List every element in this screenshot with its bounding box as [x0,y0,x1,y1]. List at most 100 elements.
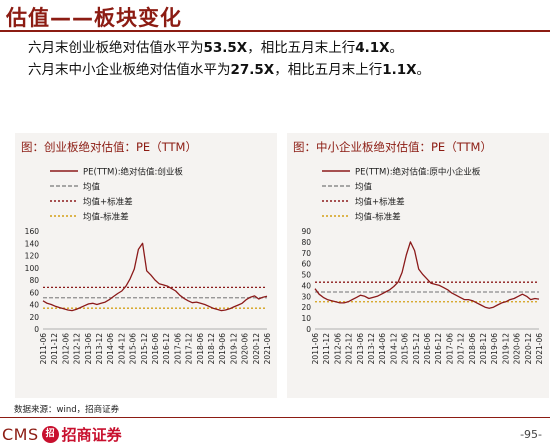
chart-title: 图：中小企业板绝对估值：PE（TTM） [293,140,492,154]
x-tick-label: 2019-12 [501,333,510,365]
brand-name: 招商证券 [61,426,122,444]
x-tick-label: 2014-06 [378,333,387,365]
x-tick-label: 2012-06 [61,333,70,365]
summary-value: 27.5X [230,62,275,78]
x-tick-label: 2011-06 [39,333,48,365]
x-tick-label: 2017-06 [173,333,182,365]
summary-change: 1.1X [382,62,417,78]
y-tick-label: 100 [25,264,40,273]
summary-text: ，相比五月末上行 [247,40,356,56]
x-tick-label: 2021-06 [263,333,272,365]
x-tick-label: 2012-12 [73,333,82,365]
x-tick-label: 2015-12 [140,333,149,365]
x-tick-label: 2020-06 [513,333,522,365]
x-tick-label: 2019-06 [490,333,499,365]
legend-label: 均值 [355,182,373,193]
legend-label: 均值-标准差 [355,212,401,223]
x-tick-label: 2018-06 [196,333,205,365]
legend-label: 均值+标准差 [83,197,133,208]
x-tick-label: 2015-06 [401,333,410,365]
x-tick-label: 2015-06 [129,333,138,365]
summary-change: 4.1X [355,40,390,56]
legend-label: PE(TTM):绝对估值:创业板 [83,167,183,178]
brand-logo: CMS 招招商证券 [2,424,122,446]
pe-series-line [314,241,540,309]
y-tick-label: 80 [301,238,311,247]
x-tick-label: 2011-06 [311,333,320,365]
y-tick-label: 40 [29,301,39,310]
y-tick-label: 30 [301,292,311,301]
chart-panel-sme: 图：中小企业板绝对估值：PE（TTM） PE(TTM):绝对估值:原中小企业板均… [287,133,549,398]
x-tick-label: 2011-12 [322,333,331,365]
y-tick-label: 20 [301,303,311,312]
title-divider [0,30,550,32]
y-tick-label: 20 [29,313,39,322]
y-tick-label: 90 [301,227,311,236]
x-tick-label: 2012-06 [333,333,342,365]
x-tick-label: 2013-06 [356,333,365,365]
summary-text: 。 [389,40,404,56]
legend-label: 均值+标准差 [355,197,405,208]
x-tick-label: 2021-06 [535,333,544,365]
x-tick-label: 2016-06 [151,333,160,365]
page-number: -95- [520,428,542,441]
chart-panel-gem: 图：创业板绝对估值：PE（TTM） PE(TTM):绝对估值:创业板 均值均值+标… [15,133,277,398]
y-tick-label: 40 [301,281,311,290]
footer-divider [0,417,550,418]
y-tick-label: 70 [301,249,311,258]
page-title: 估值——板块变化 [6,6,182,30]
x-tick-label: 2016-12 [162,333,171,365]
summary-text: 。 [416,62,431,78]
legend-label: PE(TTM):绝对估值:原中小企业板 [355,167,481,178]
legend-label: 均值 [83,182,101,193]
logo-text: CMS [2,425,39,444]
x-tick-label: 2014-06 [106,333,115,365]
logo-mark-text: 招 [45,429,55,439]
x-tick-label: 2020-12 [524,333,533,365]
x-tick-label: 2020-06 [241,333,250,365]
title-bar: 估值——板块变化 [0,0,550,32]
summary-value: 53.5X [203,40,248,56]
x-tick-label: 2014-12 [117,333,126,365]
summary-line-sme: 六月末中小企业板绝对估值水平为27.5X，相比五月末上行1.1X。 [28,59,548,81]
x-tick-label: 2017-06 [445,333,454,365]
y-tick-label: 140 [25,239,40,248]
pe-series-line [42,242,268,312]
summary-line-gem: 六月末创业板绝对估值水平为53.5X，相比五月末上行4.1X。 [28,37,548,59]
x-tick-label: 2016-06 [423,333,432,365]
x-tick-label: 2016-12 [434,333,443,365]
y-tick-label: 80 [29,276,39,285]
x-tick-label: 2011-12 [50,333,59,365]
summary-bullets: 六月末创业板绝对估值水平为53.5X，相比五月末上行4.1X。 六月末中小企业板… [28,37,548,81]
x-tick-label: 2013-12 [367,333,376,365]
x-tick-label: 2013-06 [84,333,93,365]
summary-text: ，相比五月末上行 [274,62,383,78]
y-tick-label: 10 [301,314,311,323]
x-tick-label: 2013-12 [95,333,104,365]
y-tick-label: 0 [34,325,39,334]
x-tick-label: 2017-12 [185,333,194,365]
summary-text: 六月末创业板绝对估值水平为 [28,40,204,56]
y-tick-label: 50 [301,271,311,280]
x-tick-label: 2020-12 [252,333,261,365]
x-tick-label: 2018-12 [207,333,216,365]
x-tick-label: 2014-12 [389,333,398,365]
logo-mark-icon: 招 [41,426,59,443]
y-tick-label: 60 [301,260,311,269]
x-tick-label: 2017-12 [457,333,466,365]
x-tick-label: 2019-06 [218,333,227,365]
y-tick-label: 60 [29,288,39,297]
source-note: 数据来源：wind，招商证券 [14,405,120,415]
x-tick-label: 2018-06 [468,333,477,365]
legend-label: 均值-标准差 [83,212,129,223]
chart-title: 图：创业板绝对估值：PE（TTM） [21,140,197,154]
x-tick-label: 2012-12 [345,333,354,365]
x-tick-label: 2019-12 [229,333,238,365]
y-tick-label: 0 [306,325,311,334]
x-tick-label: 2018-12 [479,333,488,365]
y-tick-label: 160 [25,227,40,236]
summary-text: 六月末中小企业板绝对估值水平为 [28,62,231,78]
y-tick-label: 120 [25,252,40,261]
